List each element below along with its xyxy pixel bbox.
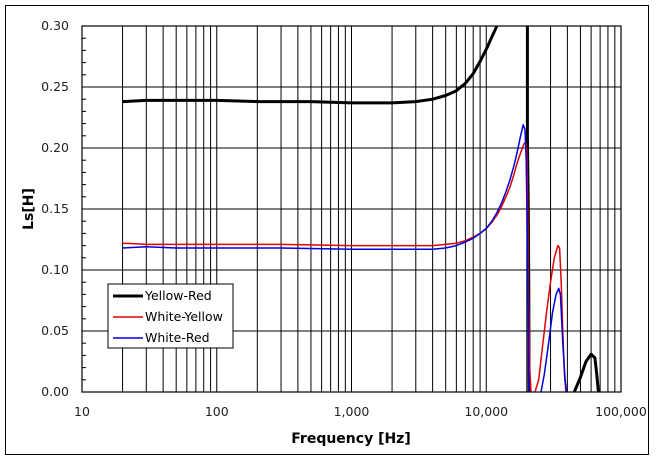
legend: Yellow-Red White-Yellow White-Red — [107, 283, 234, 349]
legend-item-yellow-red: Yellow-Red — [113, 288, 212, 303]
chart-frame — [5, 5, 649, 455]
y-tick-label: 0.30 — [41, 18, 69, 33]
legend-label: White-Red — [145, 330, 210, 345]
y-axis-title: Ls[H] — [21, 188, 37, 230]
x-tick-label: 1,000 — [334, 404, 370, 419]
y-tick-label: 0.00 — [41, 384, 69, 399]
x-tick-label: 100 — [205, 404, 229, 419]
y-tick-label: 0.05 — [41, 323, 69, 338]
series-line-white-yellow — [122, 141, 532, 392]
axis-ticks — [82, 25, 86, 393]
legend-item-white-red: White-Red — [113, 330, 210, 345]
series-line-yellow-red — [122, 26, 499, 105]
series-lines — [122, 26, 600, 392]
x-tick-label: 10,000 — [464, 404, 508, 419]
y-tick-label: 0.15 — [41, 201, 69, 216]
y-tick-label: 0.10 — [41, 262, 69, 277]
series-line-white-red — [540, 287, 568, 392]
y-tick-label: 0.20 — [41, 140, 69, 155]
series-line-yellow-red — [572, 352, 600, 392]
x-tick-label: 10 — [74, 404, 90, 419]
x-axis-title: Frequency [Hz] — [291, 431, 410, 447]
legend-item-white-yellow: White-Yellow — [113, 309, 223, 324]
x-tick-label: 100,000 — [595, 404, 647, 419]
series-line-white-red — [122, 124, 530, 392]
y-tick-label: 0.25 — [41, 79, 69, 94]
legend-label: Yellow-Red — [144, 288, 212, 303]
y-axis-tick-labels: 0.00 0.05 0.10 0.15 0.20 0.25 0.30 — [41, 18, 69, 399]
x-axis-tick-labels: 10 100 1,000 10,000 100,000 — [74, 404, 647, 419]
legend-label: White-Yellow — [145, 309, 223, 324]
